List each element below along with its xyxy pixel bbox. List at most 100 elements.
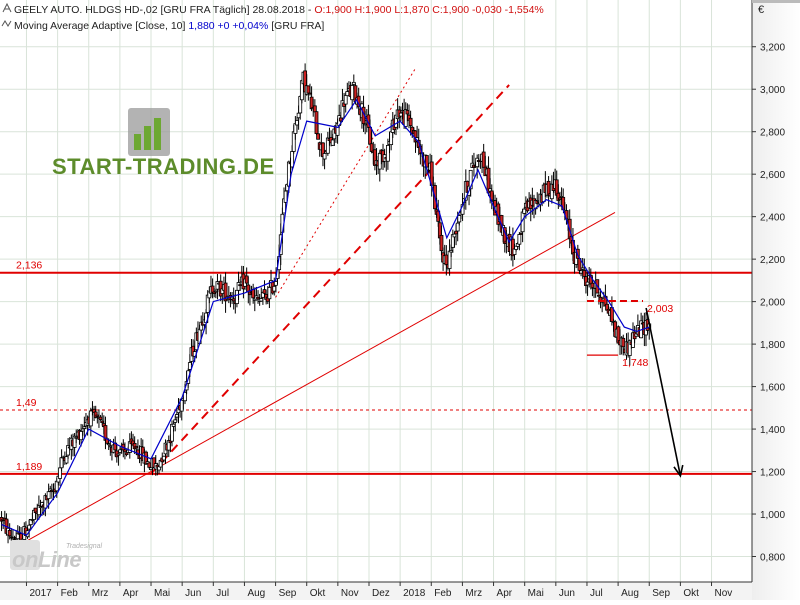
x-tick-label: Dez [372, 588, 390, 599]
candle-up [170, 423, 174, 442]
x-tick-label: Feb [434, 588, 452, 599]
scroll-handle[interactable] [752, 0, 800, 3]
candle-up [58, 467, 62, 479]
candle-up [475, 157, 480, 168]
candle-down [368, 126, 372, 145]
candle-up [59, 457, 64, 469]
candle-up [173, 419, 178, 423]
arrow-down-icon [673, 464, 684, 478]
candle-up [80, 428, 85, 432]
x-tick-label: Jun [185, 588, 201, 599]
candle-up [295, 120, 299, 126]
candle-down [316, 133, 320, 140]
candle-up [322, 153, 327, 160]
segment-level-label: 1,748 [622, 357, 648, 369]
candle-down [424, 155, 429, 168]
chart-header: GEELY AUTO. HLDGS HD-,02 [GRU FRA Täglic… [1, 2, 544, 32]
candle-up [79, 431, 83, 441]
candle-up [522, 208, 527, 214]
candle-up [447, 250, 452, 269]
y-tick-label: 0,800 [760, 553, 785, 564]
candle-up [27, 524, 32, 530]
candle-down [210, 285, 215, 293]
candle-up [161, 455, 166, 461]
candle-down [123, 449, 127, 453]
online-logo: onLine Tradesignal [10, 540, 103, 572]
candle-up [267, 287, 272, 300]
x-tick-label: Okt [683, 588, 699, 599]
candle-up [457, 215, 462, 223]
x-tick-label: Feb [61, 588, 79, 599]
x-tick-label: Jul [216, 588, 229, 599]
candle-down [7, 530, 12, 537]
trendlines [13, 67, 616, 549]
candle-up [183, 391, 187, 402]
x-tick-label: 2017 [29, 588, 52, 599]
candle-up [468, 169, 473, 190]
candle-up [377, 152, 382, 170]
x-tick-label: Mai [154, 588, 170, 599]
candle-down [308, 92, 312, 95]
candle-up [580, 267, 585, 270]
candle-up [74, 436, 79, 439]
candle-up [290, 151, 295, 168]
x-axis-ticks: 2017 Feb Mrz Apr Mai Jun Jul Aug Sep Okt Nov Dez 201… [25, 582, 732, 599]
ma-legend-value: 1,880 +0 +0,04% [188, 20, 268, 32]
y-tick-label: 1,600 [760, 383, 785, 394]
candle-down [369, 143, 374, 152]
candle-up [118, 449, 122, 453]
candle-up [11, 537, 15, 540]
x-tick-label: Apr [123, 588, 139, 599]
online-logo-small: Tradesignal [66, 543, 103, 550]
ma-legend-exchange: [GRU FRA] [268, 20, 324, 32]
level-label: 1,189 [16, 461, 42, 473]
x-tick-label: Nov [341, 588, 359, 599]
x-tick-label: Aug [247, 588, 265, 599]
header-ohlc: O:1,900 H:1,900 L:1,870 C:1,900 -0,030 -… [314, 4, 543, 16]
candle-up [46, 491, 51, 500]
ma-legend-name: Moving Average Adaptive [Close, 10] [14, 20, 188, 32]
candle-down [98, 416, 103, 420]
candle-up [272, 285, 277, 292]
candle-up [82, 426, 87, 429]
candle-down [558, 197, 562, 201]
candle-up [385, 145, 390, 162]
candle-down [223, 282, 228, 302]
instrument-icon [2, 2, 12, 13]
candle-down [405, 110, 410, 115]
candle-up [449, 250, 454, 253]
level-label: 2,136 [16, 260, 42, 272]
y-tick-label: 2,000 [760, 298, 785, 309]
candle-up [171, 423, 176, 427]
candle-up [345, 91, 350, 97]
candle-down [408, 117, 413, 126]
candle-down [582, 270, 587, 277]
candle-up [350, 85, 355, 101]
x-tick-label: Aug [621, 588, 639, 599]
candle-up [585, 281, 590, 286]
currency-symbol: € [758, 4, 764, 16]
candle-up [398, 112, 403, 117]
candle-down [454, 230, 458, 235]
x-tick-label: Jun [559, 588, 575, 599]
y-tick-label: 1,800 [760, 340, 785, 351]
candle-down [546, 180, 551, 196]
segment-level-label: 2,003 [647, 303, 673, 315]
candle-up [343, 94, 348, 105]
y-axis-panel [752, 0, 800, 600]
x-tick-label: Mrz [465, 588, 482, 599]
candle-down [439, 234, 444, 252]
ma-legend-icon [1, 20, 12, 27]
y-tick-label: 2,400 [760, 213, 785, 224]
candle-up [296, 112, 301, 119]
candle-up [236, 282, 241, 291]
logo-bar-3 [154, 118, 161, 150]
level-label: 1,49 [16, 397, 37, 409]
candle-up [54, 480, 59, 492]
y-tick-label: 1,200 [760, 468, 785, 479]
candle-down [312, 105, 317, 113]
plot-area [0, 0, 752, 582]
candle-down [95, 414, 100, 417]
candle-down [309, 96, 314, 110]
